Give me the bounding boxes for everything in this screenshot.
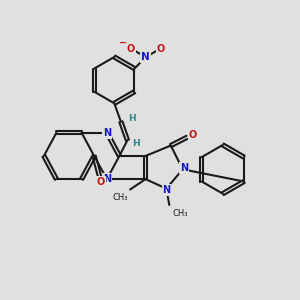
Text: O: O [156,44,165,54]
Text: N: N [162,185,170,195]
Text: H: H [128,114,136,123]
Text: O: O [127,44,135,54]
Text: N: N [180,163,188,173]
Text: CH₃: CH₃ [112,193,128,202]
Text: CH₃: CH₃ [173,208,188,217]
Text: O: O [97,176,105,187]
Text: N: N [103,174,111,184]
Text: N: N [103,128,111,138]
Text: N: N [141,52,150,62]
Text: −: − [119,38,128,48]
Text: H: H [132,139,140,148]
Text: O: O [188,130,196,140]
